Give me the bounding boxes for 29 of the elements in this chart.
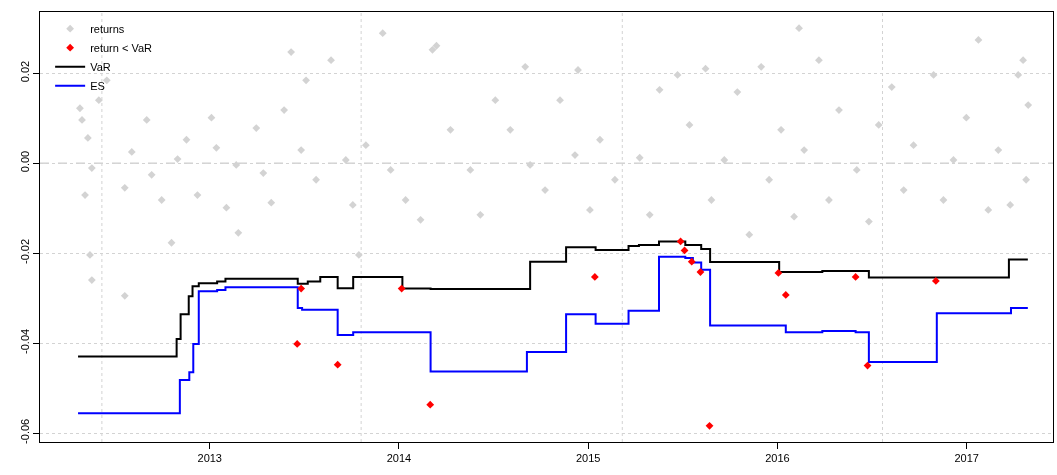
point xyxy=(705,421,714,430)
point xyxy=(851,273,860,281)
point xyxy=(676,237,685,246)
x-tick-label: 2013 xyxy=(197,452,222,465)
point xyxy=(931,277,940,285)
point xyxy=(297,284,306,293)
point xyxy=(590,273,599,281)
y-tick-label: -0.06 xyxy=(18,418,31,444)
x-tick-label: 2014 xyxy=(386,452,412,465)
point xyxy=(293,340,302,348)
point xyxy=(426,400,435,409)
legend-label: returns xyxy=(90,22,125,35)
y-tick-label: 0.00 xyxy=(18,150,31,173)
x-tick-label: 2016 xyxy=(765,452,790,465)
point xyxy=(397,284,406,293)
point xyxy=(333,360,342,369)
point xyxy=(781,291,790,299)
point xyxy=(774,268,783,277)
point xyxy=(696,268,705,276)
legend-label: VaR xyxy=(90,60,111,73)
y-tick-label: 0.02 xyxy=(18,60,31,83)
y-tick-label: -0.04 xyxy=(18,328,31,354)
x-tick-label: 2017 xyxy=(954,452,979,465)
legend-label: ES xyxy=(90,79,105,92)
point xyxy=(687,257,696,266)
point xyxy=(680,246,689,255)
legend-label: return < VaR xyxy=(90,41,153,54)
x-tick-label: 2015 xyxy=(575,452,601,465)
y-tick-label: -0.02 xyxy=(18,238,31,264)
